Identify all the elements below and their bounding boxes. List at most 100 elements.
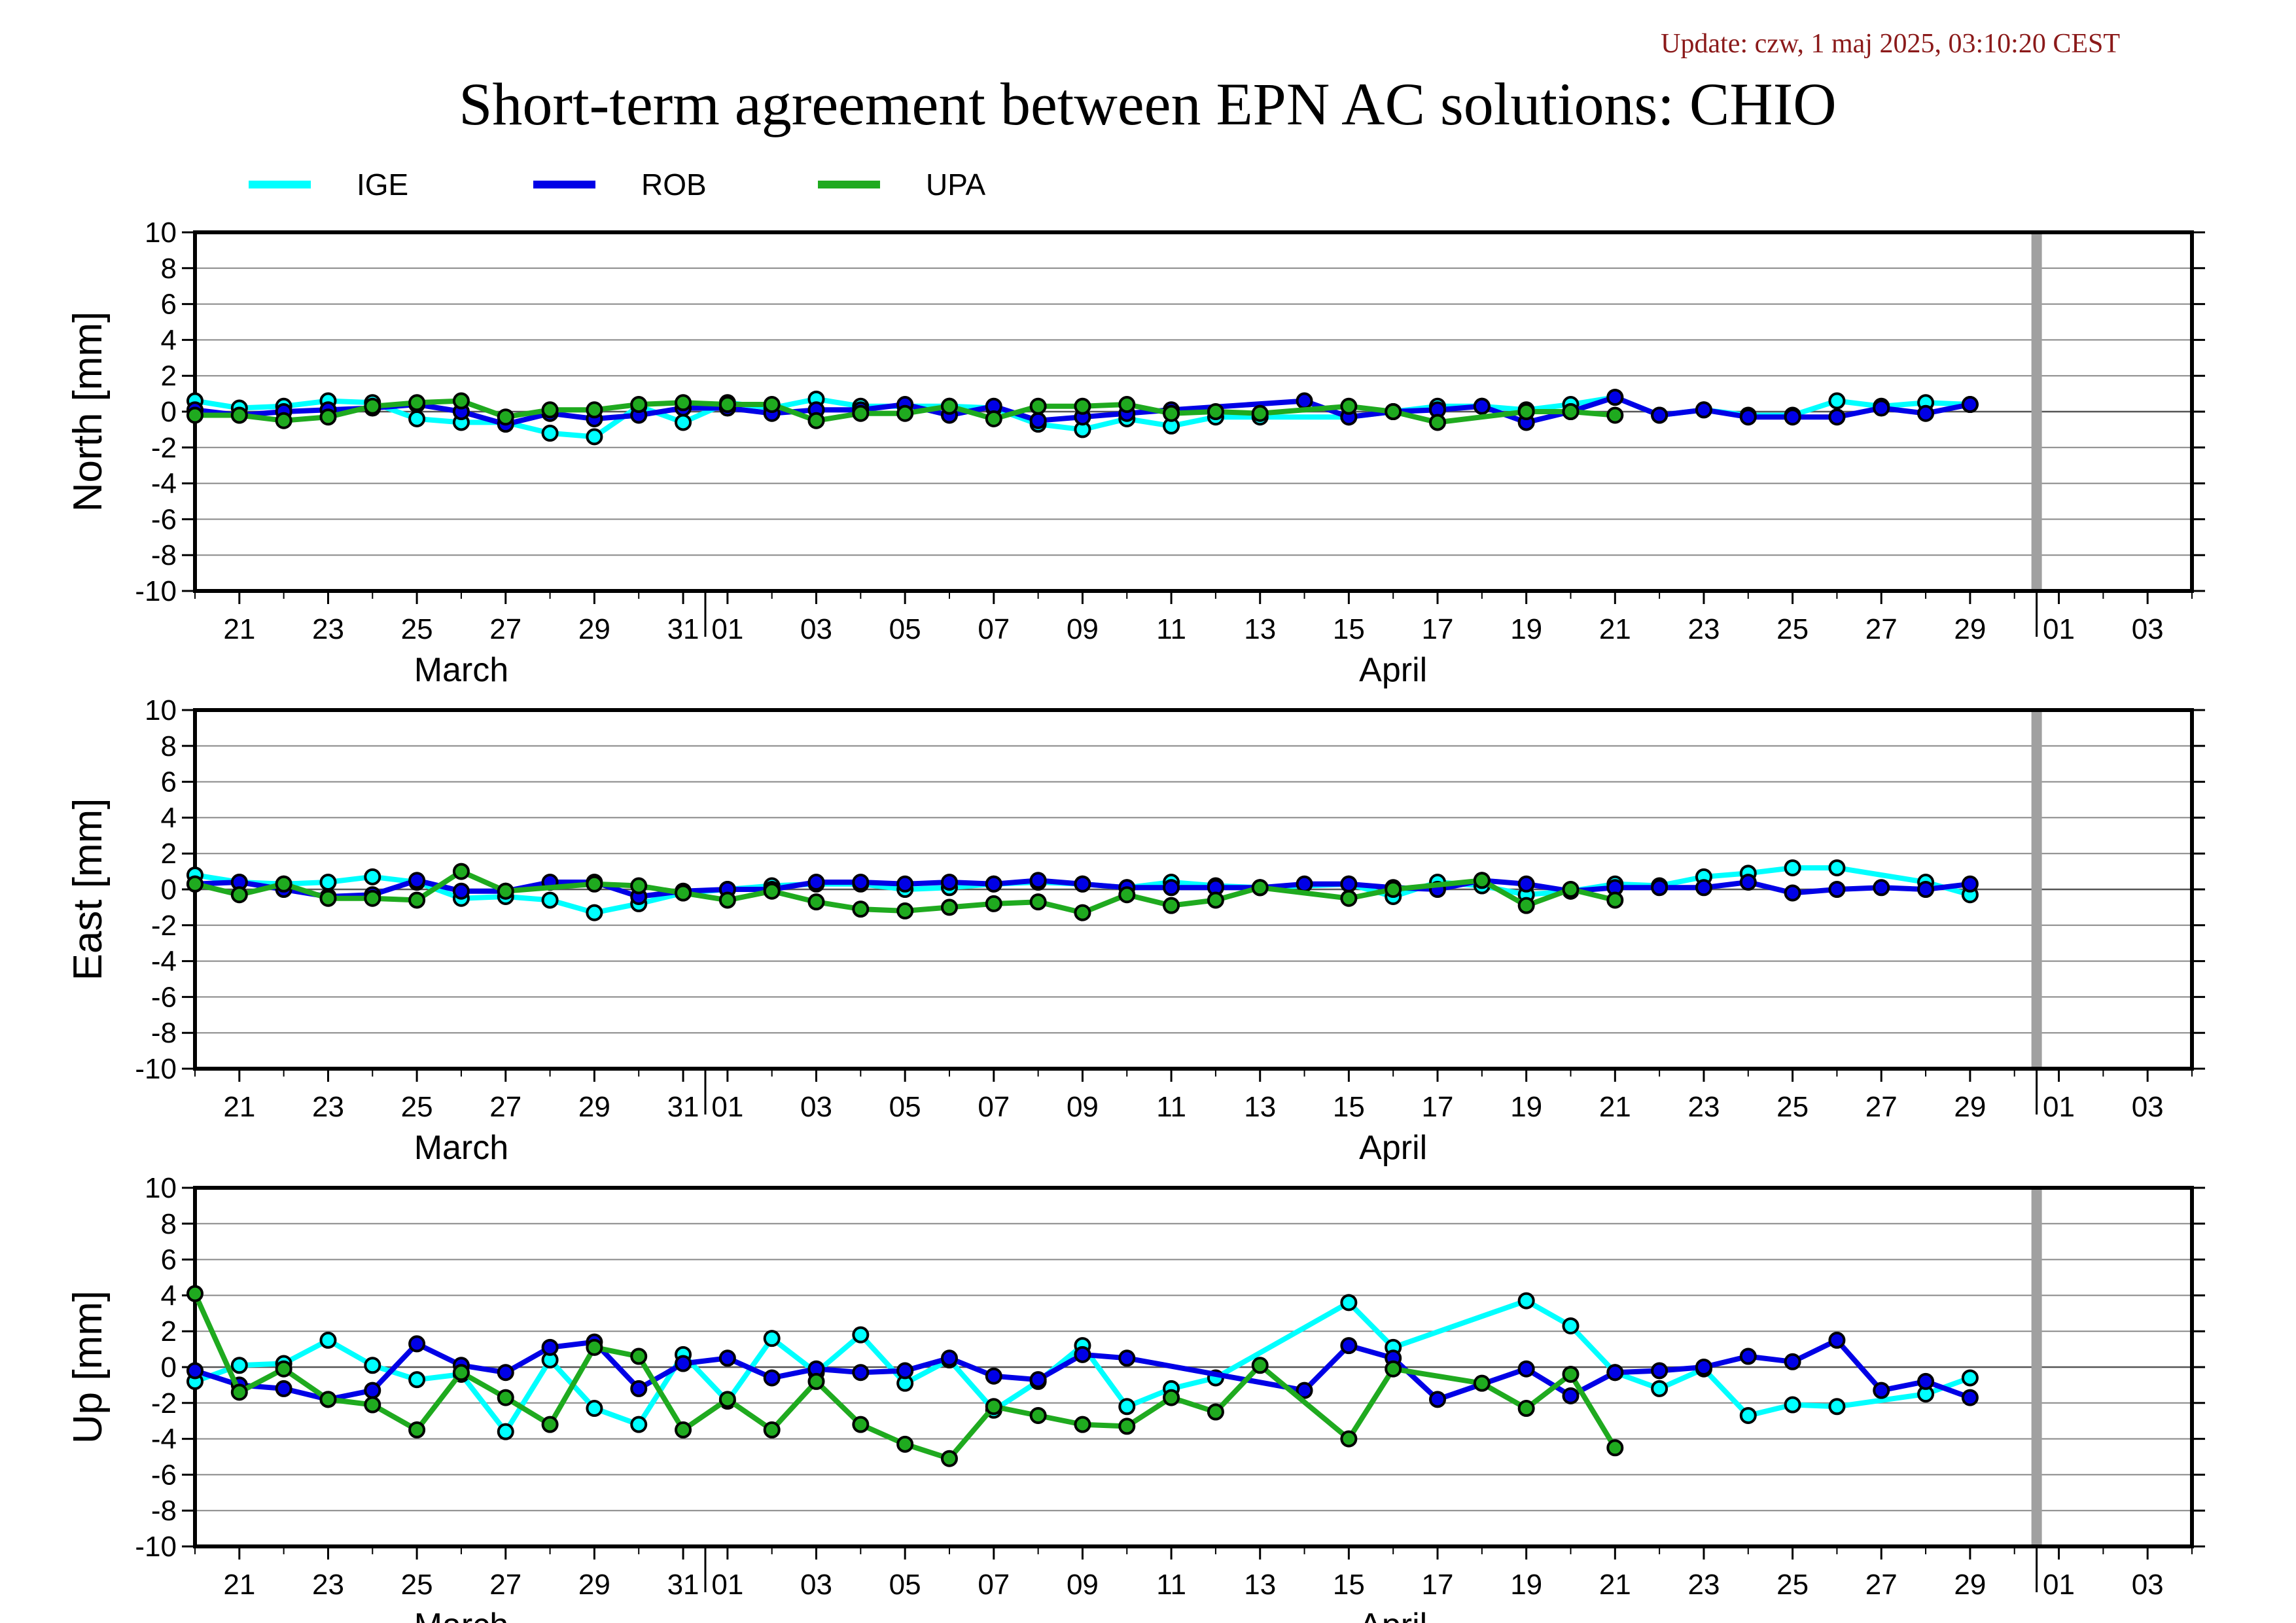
data-point — [1606, 1364, 1624, 1382]
data-point — [319, 1331, 337, 1349]
data-point — [1562, 1365, 1580, 1383]
data-point — [1917, 881, 1935, 898]
data-point — [896, 1362, 914, 1380]
y-tick-label: -8 — [151, 1017, 177, 1049]
data-point — [1873, 879, 1890, 897]
x-tick-label: 13 — [1244, 1569, 1276, 1601]
data-point — [364, 889, 381, 907]
data-point — [1029, 1371, 1047, 1389]
x-tick-label: 25 — [401, 1569, 433, 1601]
legend-entry-rob: ROB — [533, 168, 707, 202]
y-tick-label: 2 — [161, 360, 177, 392]
data-point — [1562, 1317, 1580, 1334]
data-point — [364, 868, 381, 885]
legend-label: ROB — [641, 168, 707, 202]
data-point — [364, 397, 381, 415]
data-point — [807, 1372, 825, 1390]
data-point — [630, 1416, 648, 1433]
data-point — [541, 1416, 559, 1433]
data-point — [1163, 897, 1180, 914]
data-point — [852, 874, 870, 891]
x-tick-label: 17 — [1422, 1569, 1454, 1601]
x-tick-label: 23 — [1687, 1091, 1720, 1123]
data-point — [1029, 412, 1047, 429]
y-tick-label: 6 — [161, 1244, 177, 1276]
y-tick-label: -4 — [151, 468, 177, 500]
data-point — [1029, 1406, 1047, 1424]
data-point — [1251, 879, 1269, 897]
x-tick-label: 25 — [401, 1091, 433, 1123]
data-point — [1029, 872, 1047, 889]
data-point — [1606, 406, 1624, 424]
data-point — [275, 412, 292, 429]
data-point — [319, 408, 337, 426]
data-point — [718, 1349, 736, 1367]
x-tick-label: 25 — [1776, 613, 1809, 645]
month-label: April — [1359, 651, 1427, 689]
data-point — [718, 891, 736, 909]
data-point — [541, 424, 559, 442]
data-point — [364, 1382, 381, 1399]
data-point — [1606, 1439, 1624, 1457]
x-tick-label: 27 — [489, 1091, 521, 1123]
data-point — [807, 874, 825, 891]
data-point — [1385, 403, 1402, 420]
x-tick-label: 03 — [2132, 613, 2164, 645]
x-tick-label: 27 — [489, 1569, 521, 1601]
data-point — [586, 904, 603, 921]
data-point — [1340, 397, 1358, 415]
x-tick-label: 01 — [711, 1569, 743, 1601]
y-tick-label: -6 — [151, 1459, 177, 1491]
y-tick-label: 0 — [161, 396, 177, 428]
panel-2: 10 8 6 4 2 0 -2 -4-6 -8 -10 21 23 25 27 29 31 01 03 05 07 09… — [65, 694, 2205, 1167]
data-point — [1251, 1357, 1269, 1374]
data-point — [186, 875, 203, 893]
x-tick-label: 23 — [312, 1091, 344, 1123]
month-label: April — [1359, 1607, 1427, 1623]
x-tick-label: 05 — [889, 1091, 921, 1123]
y-tick-label: 6 — [161, 766, 177, 798]
data-point — [1961, 1389, 1979, 1406]
data-point — [763, 1421, 781, 1438]
y-tick-label: -8 — [151, 539, 177, 571]
data-point — [1118, 1418, 1136, 1435]
data-point — [852, 901, 870, 918]
data-point — [1562, 403, 1580, 420]
data-point — [940, 874, 958, 891]
x-tick-label: 01 — [2043, 1091, 2075, 1123]
y-tick-label: -4 — [151, 1423, 177, 1455]
data-point — [1207, 1403, 1224, 1421]
data-point — [1251, 404, 1269, 422]
x-tick-label: 29 — [1954, 613, 1986, 645]
data-point — [1517, 1292, 1535, 1310]
data-point — [763, 1330, 781, 1347]
data-point — [1118, 396, 1136, 414]
data-point — [1828, 408, 1846, 426]
x-tick-label: 11 — [1156, 1091, 1186, 1123]
data-point — [630, 1347, 648, 1365]
data-point — [408, 1335, 426, 1353]
data-point — [452, 1364, 470, 1382]
data-point — [1917, 404, 1935, 422]
x-tick-label: 15 — [1333, 1569, 1365, 1601]
data-point — [186, 1285, 203, 1302]
data-point — [230, 886, 248, 904]
x-tick-label: 21 — [1599, 1569, 1631, 1601]
data-point — [1784, 1396, 1801, 1414]
data-point — [541, 891, 559, 909]
x-tick-label: 27 — [1865, 613, 1898, 645]
x-tick-label: 13 — [1244, 613, 1276, 645]
y-tick-label: 0 — [161, 1351, 177, 1383]
data-point — [1828, 392, 1846, 410]
data-point — [807, 412, 825, 429]
data-point — [675, 414, 692, 431]
y-tick-label: -6 — [151, 981, 177, 1013]
data-point — [275, 875, 292, 893]
data-point — [408, 1421, 426, 1438]
data-point — [1695, 879, 1712, 897]
data-point — [1385, 1360, 1402, 1378]
x-tick-label: 27 — [1865, 1569, 1898, 1601]
data-point — [1961, 1369, 1979, 1387]
